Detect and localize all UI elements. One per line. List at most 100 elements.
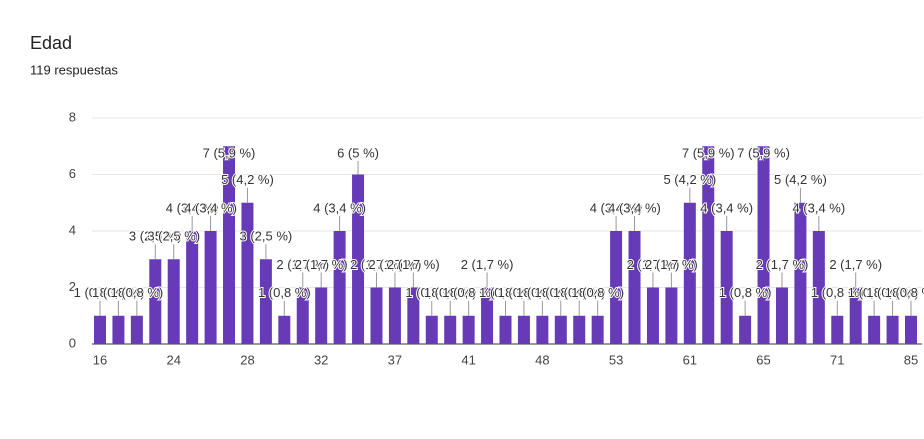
bar (739, 315, 752, 344)
bar (720, 231, 733, 344)
bar (554, 315, 567, 344)
bar (425, 315, 438, 344)
x-tick-label: 16 (93, 352, 107, 367)
y-tick-label: 4 (69, 222, 76, 237)
x-tick-label: 41 (461, 352, 475, 367)
bar (812, 231, 825, 344)
value-label: 1 (0,8 %) (553, 285, 606, 300)
bar (683, 202, 696, 344)
value-label: 5 (4,2 %) (774, 172, 827, 187)
bar (499, 315, 512, 344)
value-label: 4 (3,4 %) (184, 200, 237, 215)
x-tick-label: 65 (756, 352, 770, 367)
bar (905, 315, 917, 344)
value-label: 2 (1,7 %) (387, 257, 440, 272)
x-tick-label: 24 (166, 352, 180, 367)
value-label: 2 (1,7 %) (627, 257, 680, 272)
x-tick-label: 32 (314, 352, 328, 367)
bar (444, 315, 457, 344)
value-label: 1 (0,8 %) (442, 285, 495, 300)
bar (149, 259, 162, 344)
bar (315, 287, 328, 344)
bar (536, 315, 549, 344)
chart-title: Edad (30, 33, 72, 53)
x-tick-label: 53 (609, 352, 623, 367)
value-label: 6 (5 %) (337, 145, 379, 160)
bar (665, 287, 678, 344)
value-label: 7 (5,9 %) (737, 145, 790, 160)
y-tick-label: 6 (69, 166, 76, 181)
x-tick-label: 28 (240, 352, 254, 367)
bar (94, 315, 106, 344)
bar (831, 315, 844, 344)
bar (628, 231, 641, 344)
value-label: 4 (3,4 %) (166, 200, 219, 215)
value-label: 1 (0,8 %) (92, 285, 145, 300)
bar (407, 287, 420, 344)
value-label: 4 (3,4 %) (792, 200, 845, 215)
bar (186, 231, 199, 344)
value-label: 1 (0,8 %) (811, 285, 864, 300)
value-label: 2 (1,7 %) (276, 257, 329, 272)
bar (591, 315, 604, 344)
x-tick-label: 48 (535, 352, 549, 367)
bar (573, 315, 586, 344)
value-label: 1 (0,8 %) (424, 285, 477, 300)
value-label: 2 (1,7 %) (756, 257, 809, 272)
bar (462, 315, 475, 344)
value-label: 4 (3,4 %) (700, 200, 753, 215)
bar (223, 146, 236, 344)
value-label: 1 (0,8 %) (258, 285, 311, 300)
bar (757, 146, 770, 344)
bar (130, 315, 143, 344)
value-label: 4 (3,4 %) (590, 200, 643, 215)
value-label: 3 (2,5 %) (147, 229, 200, 244)
value-label: 1 (0,8 %) (571, 285, 624, 300)
bar (204, 231, 217, 344)
bar (517, 315, 530, 344)
value-label: 7 (5,9 %) (682, 145, 735, 160)
y-tick-label: 2 (69, 279, 76, 294)
bar (702, 146, 715, 344)
x-tick-label: 37 (388, 352, 402, 367)
value-label: 1 (0,8 %) (866, 285, 919, 300)
bar (886, 315, 899, 344)
bar (370, 287, 383, 344)
bar (241, 202, 254, 344)
x-tick-label: 71 (830, 352, 844, 367)
bar (333, 231, 346, 344)
bar (388, 287, 401, 344)
chart-subtitle: 119 respuestas (30, 62, 118, 77)
bar (610, 231, 623, 344)
value-label: 1 (0,8 %) (534, 285, 587, 300)
value-label: 1 (0,8 %) (885, 285, 924, 300)
value-label: 1 (0,8 %) (479, 285, 532, 300)
value-label: 1 (0,8 %) (498, 285, 551, 300)
bar (794, 202, 807, 344)
value-label: 2 (1,7 %) (369, 257, 422, 272)
value-label: 2 (1,7 %) (350, 257, 403, 272)
value-label: 1 (0,8 %) (848, 285, 901, 300)
value-label: 2 (1,7 %) (829, 257, 882, 272)
bar (259, 259, 272, 344)
bar (849, 287, 862, 344)
x-tick-label: 85 (904, 352, 918, 367)
value-label: 2 (1,7 %) (295, 257, 348, 272)
value-label: 2 (1,7 %) (645, 257, 698, 272)
value-label: 1 (0,8 %) (516, 285, 569, 300)
bar (278, 315, 291, 344)
value-label: 3 (2,5 %) (240, 229, 293, 244)
x-tick-label: 61 (683, 352, 697, 367)
y-tick-label: 0 (69, 335, 76, 350)
value-label: 7 (5,9 %) (203, 145, 256, 160)
bar (112, 315, 125, 344)
value-label: 3 (2,5 %) (129, 229, 182, 244)
value-label: 4 (3,4 %) (313, 200, 366, 215)
value-label: 5 (4,2 %) (221, 172, 274, 187)
value-label: 5 (4,2 %) (663, 172, 716, 187)
bar (481, 287, 494, 344)
bar (646, 287, 659, 344)
bar (296, 287, 309, 344)
value-label: 1 (0,8 %) (74, 285, 127, 300)
